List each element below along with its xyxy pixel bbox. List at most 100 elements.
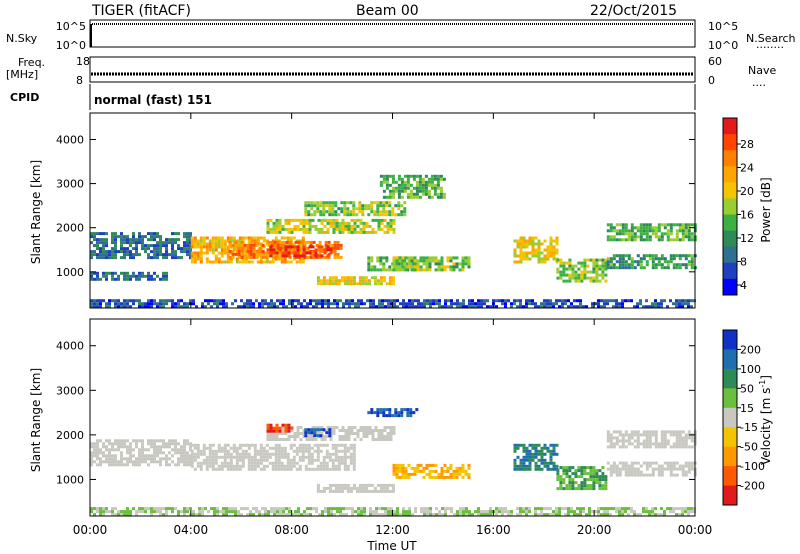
data-cell: [388, 414, 392, 418]
data-cell: [96, 457, 99, 461]
data-cell: [147, 439, 150, 443]
data-cell: [162, 253, 165, 257]
data-cell: [171, 253, 174, 257]
data-cell: [186, 244, 189, 248]
data-cell: [297, 510, 300, 514]
data-cell: [615, 229, 619, 233]
data-cell: [639, 302, 642, 306]
data-cell: [618, 461, 622, 465]
data-cell: [186, 235, 189, 239]
data-cell: [606, 461, 610, 465]
data-cell: [238, 236, 242, 240]
data-cell: [305, 251, 309, 255]
data-cell: [201, 302, 204, 306]
data-cell: [565, 273, 569, 277]
power-colorbar-tick-label: 24: [740, 162, 754, 175]
data-cell: [320, 245, 324, 249]
data-cell: [418, 186, 422, 190]
data-cell: [378, 513, 381, 517]
data-cell: [675, 299, 678, 303]
cpid-row: CPID normal (fast) 151: [10, 84, 696, 110]
data-cell: [687, 302, 690, 306]
data-cell: [630, 238, 634, 242]
data-cell: [255, 243, 259, 247]
data-cell: [328, 458, 332, 462]
data-cell: [534, 254, 538, 258]
data-cell: [642, 461, 646, 465]
data-cell: [492, 299, 495, 303]
data-cell: [279, 243, 283, 247]
data-cell: [294, 305, 297, 309]
data-cell: [382, 268, 386, 272]
data-cell: [319, 210, 323, 214]
data-cell: [186, 460, 189, 464]
data-cell: [576, 299, 579, 303]
data-cell: [687, 430, 691, 434]
data-cell: [531, 299, 534, 303]
data-cell: [555, 510, 558, 514]
data-cell: [318, 240, 322, 244]
data-cell: [201, 507, 204, 511]
data-cell: [537, 260, 541, 264]
data-cell: [341, 429, 345, 432]
data-cell: [183, 302, 186, 306]
data-cell: [241, 461, 245, 465]
data-cell: [277, 443, 281, 447]
data-cell: [190, 449, 194, 453]
data-cell: [96, 454, 99, 458]
data-cell: [297, 299, 300, 303]
data-cell: [229, 257, 233, 261]
data-cell: [123, 463, 126, 467]
data-cell: [275, 432, 279, 435]
data-cell: [385, 259, 389, 263]
data-cell: [525, 452, 529, 456]
data-cell: [283, 467, 287, 471]
data-cell: [196, 443, 200, 447]
data-cell: [93, 232, 96, 236]
data-cell: [627, 299, 630, 303]
data-cell: [327, 513, 330, 517]
data-cell: [384, 507, 387, 511]
data-cell: [651, 254, 655, 258]
data-cell: [243, 243, 247, 247]
data-cell: [286, 455, 290, 459]
data-cell: [571, 466, 575, 470]
data-cell: [458, 262, 462, 266]
data-cell: [282, 305, 285, 309]
data-cell: [427, 195, 431, 199]
data-cell: [678, 266, 682, 270]
data-cell: [111, 256, 114, 260]
data-cell: [309, 255, 313, 259]
data-cell: [295, 449, 299, 453]
data-cell: [302, 251, 306, 255]
data-cell: [370, 210, 374, 214]
data-cell: [687, 263, 691, 267]
data-cell: [531, 236, 535, 240]
data-cell: [543, 443, 547, 447]
data-cell: [310, 461, 314, 465]
data-cell: [320, 218, 324, 222]
data-cell: [624, 232, 628, 236]
data-cell: [375, 513, 378, 517]
data-cell: [388, 210, 392, 214]
data-cell: [583, 267, 587, 271]
data-cell: [168, 439, 171, 443]
data-cell: [412, 195, 416, 199]
data-cell: [189, 299, 192, 303]
data-cell: [165, 250, 168, 254]
data-cell: [244, 455, 248, 459]
data-cell: [528, 257, 532, 261]
data-cell: [603, 513, 606, 517]
data-cell: [186, 302, 189, 306]
data-cell: [669, 510, 672, 514]
data-cell: [449, 472, 453, 476]
data-cell: [364, 207, 368, 211]
data-cell: [346, 207, 350, 211]
data-cell: [333, 240, 337, 244]
data-cell: [442, 177, 446, 181]
data-cell: [624, 226, 628, 230]
data-cell: [336, 252, 340, 256]
data-cell: [330, 243, 334, 247]
data-cell: [579, 513, 582, 517]
data-cell: [347, 224, 351, 228]
